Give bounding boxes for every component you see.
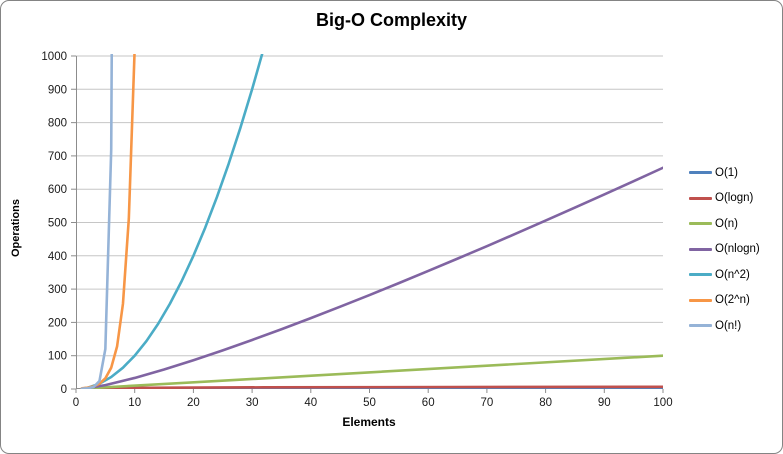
legend-item: O(2^n) [689, 288, 779, 314]
y-tick-label: 500 [48, 218, 67, 230]
x-tick-label: 100 [653, 397, 672, 409]
x-tick-label: 80 [539, 397, 552, 409]
legend-label: O(2^n) [715, 294, 750, 307]
legend-item: O(logn) [689, 186, 779, 212]
x-tick-label: 20 [187, 397, 200, 409]
legend-swatch [689, 171, 712, 175]
legend-label: O(1) [715, 166, 738, 179]
y-tick-label: 200 [48, 317, 67, 329]
legend-swatch [689, 273, 712, 277]
legend-swatch [689, 247, 712, 251]
y-tick-label: 100 [48, 351, 67, 363]
x-tick-label: 0 [73, 397, 79, 409]
legend-item: O(n!) [689, 313, 779, 339]
legend-label: O(n!) [715, 319, 742, 332]
y-tick-label: 1000 [41, 51, 67, 63]
legend-label: O(n) [715, 217, 738, 230]
series-line-on [80, 54, 114, 389]
x-tick-label: 30 [246, 397, 259, 409]
x-tick-label: 60 [422, 397, 435, 409]
legend-item: O(nlogn) [689, 237, 779, 263]
x-axis-title: Elements [342, 415, 396, 429]
legend-swatch [689, 298, 712, 302]
series-line-on2 [80, 54, 264, 389]
legend-label: O(nlogn) [715, 243, 760, 256]
legend: O(1) O(logn) O(n) O(nlogn) O(n^2) O(2^n) O(n!) [689, 160, 779, 339]
y-tick-label: 800 [48, 118, 67, 130]
legend-item: O(n) [689, 211, 779, 237]
x-tick-label: 40 [304, 397, 317, 409]
chart-title: Big-O Complexity [315, 10, 467, 30]
legend-label: O(n^2) [715, 268, 750, 281]
x-tick-label: 70 [481, 397, 494, 409]
y-tick-label: 700 [48, 151, 67, 163]
legend-label: O(logn) [715, 192, 754, 205]
x-tick-label: 50 [363, 397, 376, 409]
legend-swatch [689, 196, 712, 200]
legend-item: O(n^2) [689, 262, 779, 288]
legend-item: O(1) [689, 160, 779, 186]
series-line-onlogn [80, 166, 663, 389]
series-line-on [80, 354, 663, 389]
plot-area: 0 100 200 300 400 500 600 700 800 900 1000 0 10 20 30 4… [41, 51, 672, 409]
y-tick-label: 300 [48, 284, 67, 296]
legend-swatch [689, 222, 712, 226]
y-tick-label: 600 [48, 184, 67, 196]
y-tick-label: 900 [48, 84, 67, 96]
x-tick-label: 90 [598, 397, 611, 409]
y-axis-title: Operations [10, 198, 22, 258]
legend-swatch [689, 324, 712, 328]
y-tick-label: 0 [61, 384, 67, 396]
plot-svg: 0 100 200 300 400 500 600 700 800 900 1000 0 10 20 30 4… [41, 51, 672, 409]
y-tick-label: 400 [48, 251, 67, 263]
x-tick-label: 10 [128, 397, 141, 409]
